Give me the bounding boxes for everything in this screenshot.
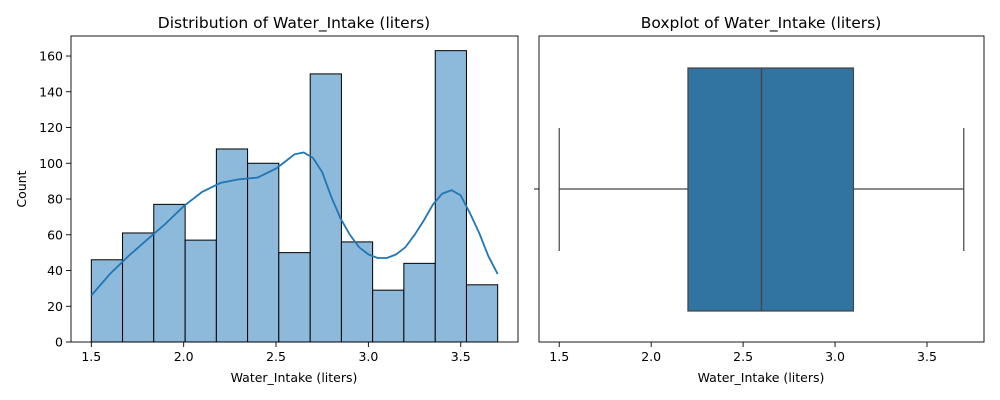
boxplot-x-tick-label: 1.5: [549, 349, 569, 364]
histogram-axes-frame: [70, 35, 519, 343]
histogram-bar-6: [278, 252, 311, 343]
boxplot-box: [687, 67, 855, 312]
histogram-y-tick-label: 60: [47, 227, 63, 242]
histogram-x-tick-label: 2.0: [174, 349, 194, 364]
histogram-y-axis-label: Count: [14, 170, 29, 207]
histogram-y-tick-label: 40: [47, 263, 63, 278]
histogram-y-tick-label: 140: [39, 84, 63, 99]
boxplot-marks: [558, 67, 965, 312]
boxplot-x-tick-label: 2.5: [733, 349, 753, 364]
histogram-bar-4: [215, 148, 249, 343]
histogram-bar-12: [465, 284, 499, 343]
histogram-bar-5: [247, 162, 280, 343]
histogram-x-tick-label: 3.5: [451, 349, 471, 364]
histogram-bar-0: [90, 259, 124, 343]
histogram-bar-3: [184, 239, 217, 343]
histogram-bar-2: [153, 203, 186, 343]
boxplot-panel: Boxplot of Water_Intake (liters) 1.5 2.0 2…: [534, 14, 985, 385]
histogram-y-tick-label: 100: [39, 156, 63, 171]
histogram-x-tick-label: 1.5: [81, 349, 101, 364]
histogram-bar-1: [122, 232, 155, 343]
boxplot-title: Boxplot of Water_Intake (liters): [641, 14, 882, 33]
boxplot-x-tick-label: 3.5: [917, 349, 937, 364]
histogram-y-ticks: 0 20 40 60 80 100 120 140 160: [39, 49, 71, 350]
boxplot-x-ticks: 1.5 2.0 2.5 3.0 3.5: [549, 342, 937, 364]
histogram-y-tick-label: 20: [47, 299, 63, 314]
histogram-bar-8: [340, 241, 374, 343]
boxplot-x-axis-label: Water_Intake (liters): [698, 370, 825, 385]
boxplot-x-tick-label: 2.0: [641, 349, 661, 364]
histogram-y-tick-label: 160: [39, 49, 63, 64]
histogram-y-tick-label: 80: [47, 192, 63, 207]
boxplot-x-tick-label: 3.0: [825, 349, 845, 364]
histogram-y-tick-label: 0: [55, 335, 63, 350]
histogram-x-ticks: 1.5 2.0 2.5 3.0 3.5: [81, 342, 471, 364]
histogram-title: Distribution of Water_Intake (liters): [158, 14, 430, 33]
histogram-bars: [90, 50, 499, 343]
histogram-bar-9: [372, 289, 405, 343]
histogram-bar-10: [403, 262, 436, 343]
histogram-panel: Distribution of Water_Intake (liters) 1.…: [14, 14, 519, 385]
histogram-x-tick-label: 2.5: [266, 349, 286, 364]
histogram-y-tick-label: 120: [39, 120, 63, 135]
histogram-x-axis-label: Water_Intake (liters): [231, 370, 358, 385]
kde-curve: [90, 151, 499, 297]
histogram-x-tick-label: 3.0: [358, 349, 378, 364]
